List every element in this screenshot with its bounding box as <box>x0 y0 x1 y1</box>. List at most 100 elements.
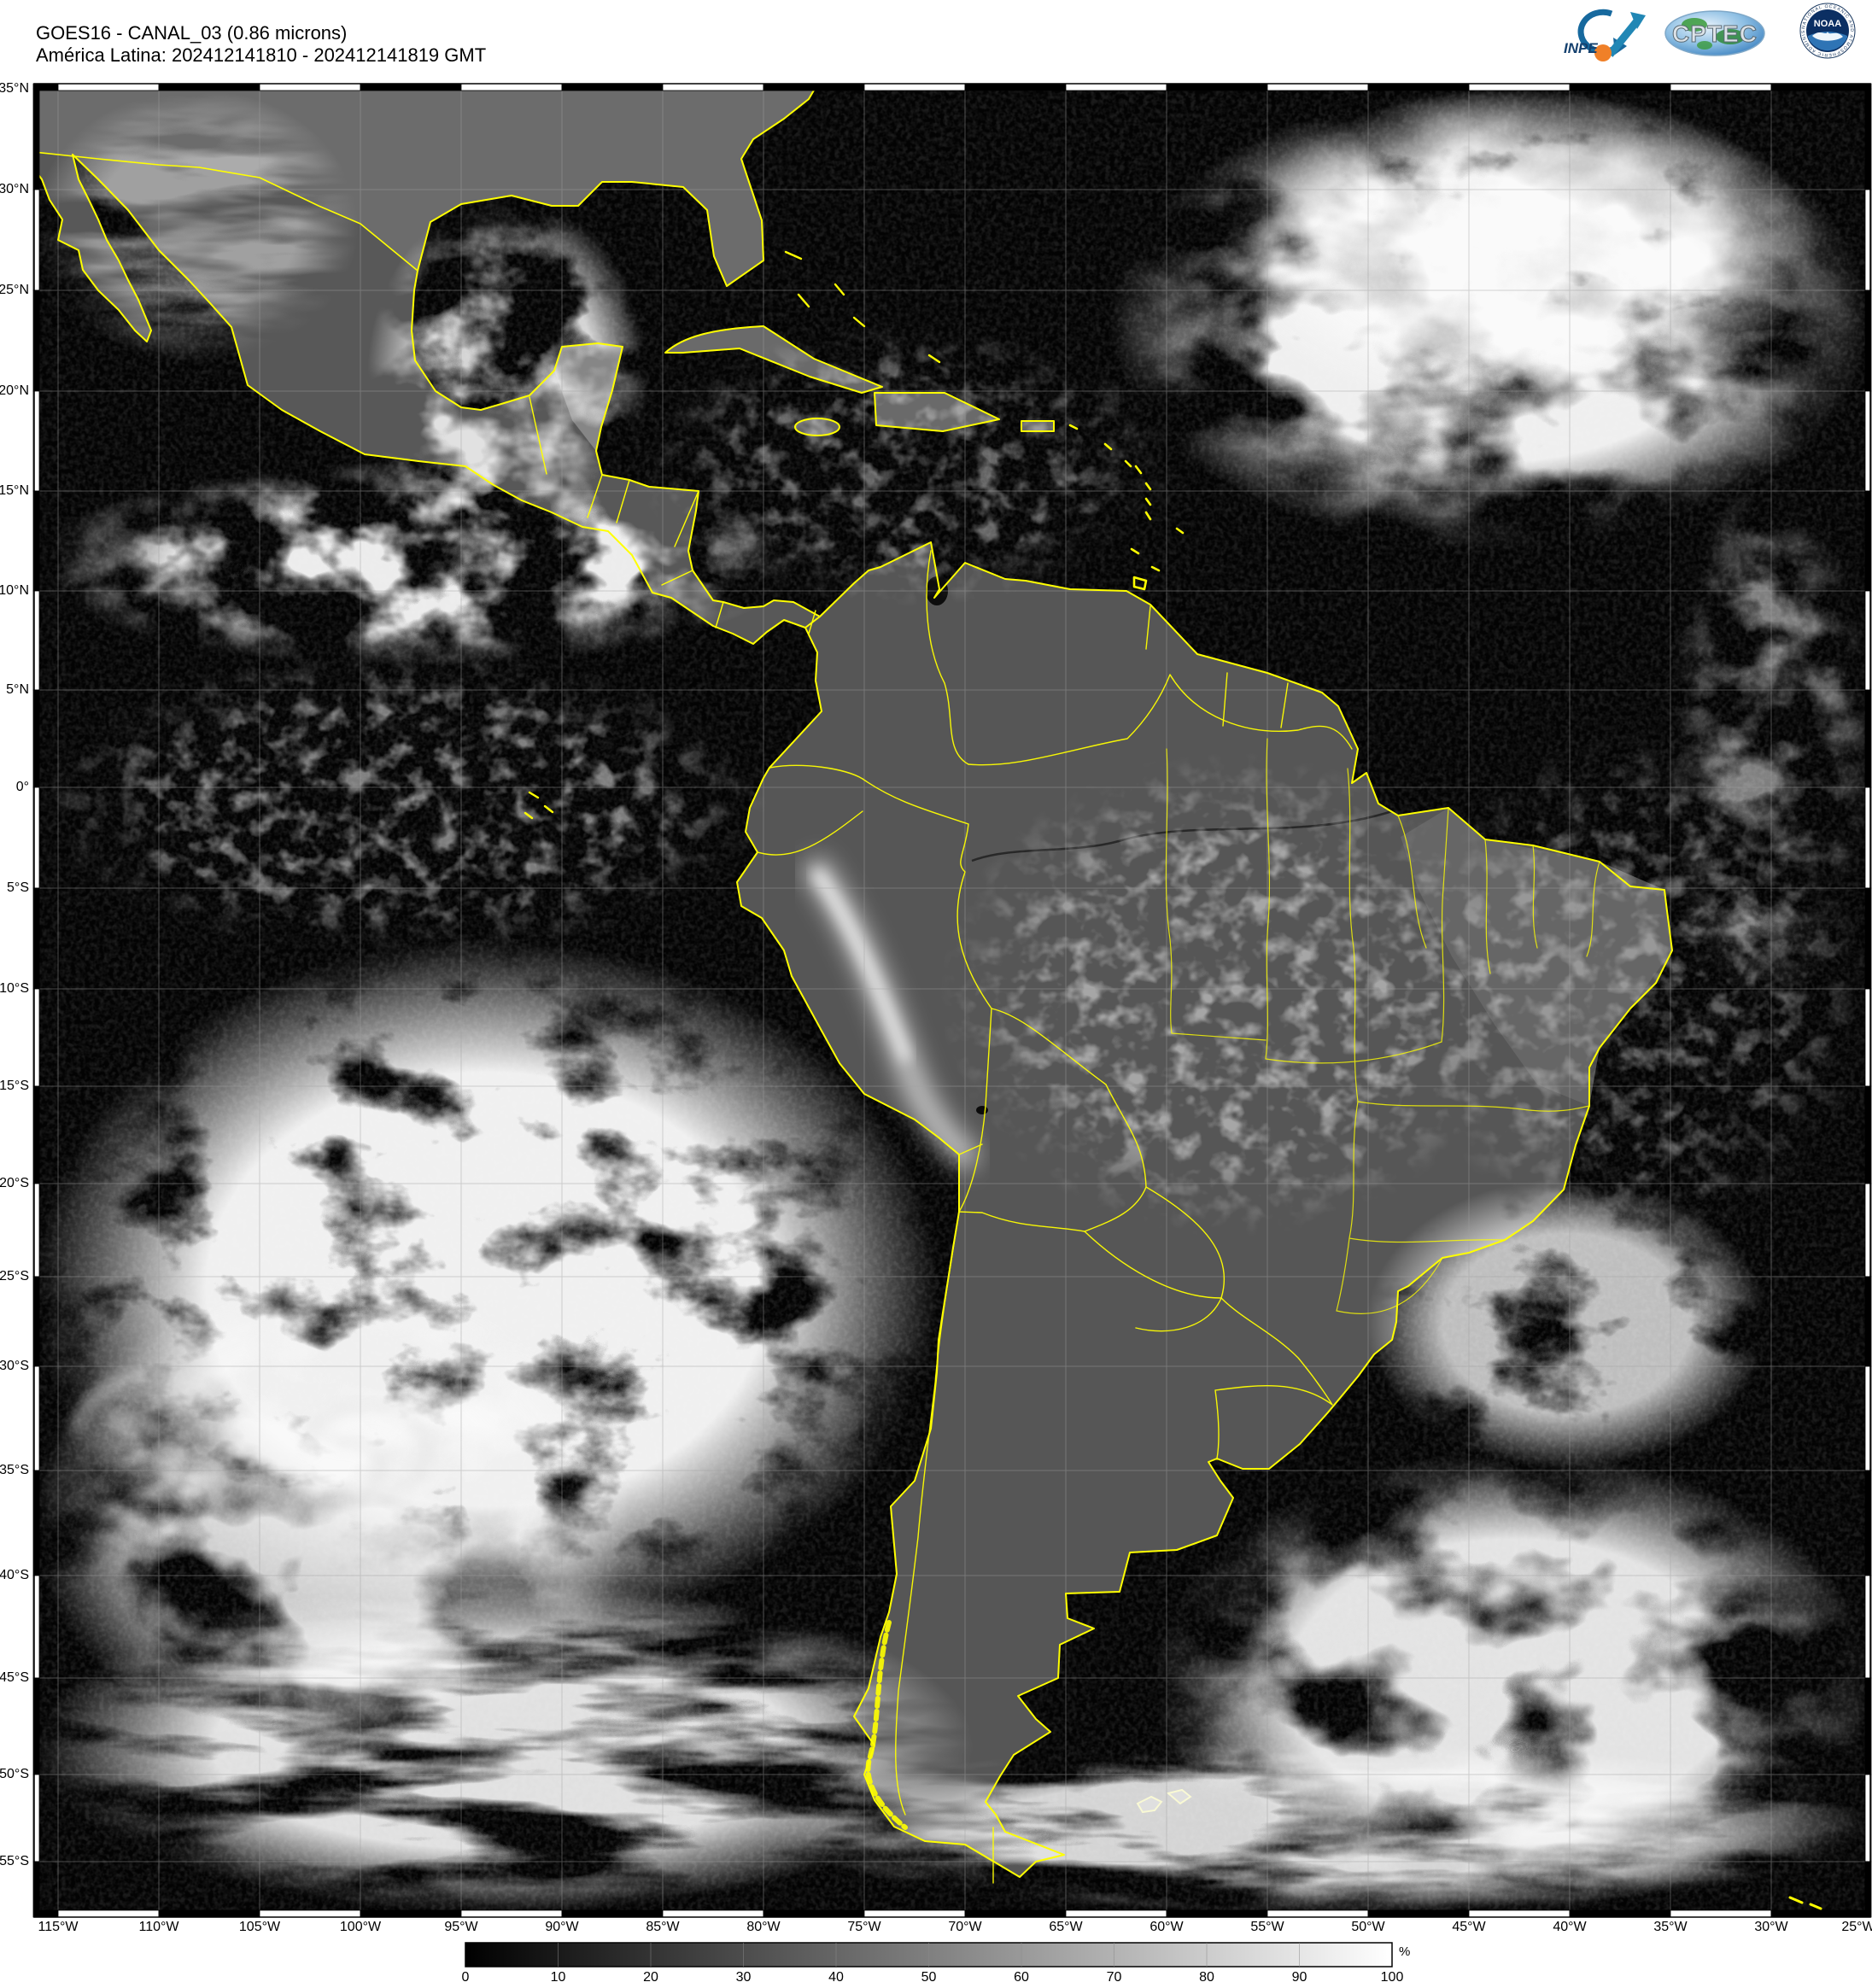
cptec-logo: CPTEC <box>1664 10 1765 56</box>
lon-label: 25°W <box>1841 1920 1872 1934</box>
colorbar-inner-ticks <box>558 1943 1300 1967</box>
cuba-coastline <box>664 325 883 394</box>
frame-segment <box>1065 83 1167 91</box>
page-title: GOES16 - CANAL_03 (0.86 microns) <box>36 22 348 44</box>
frame-segment <box>561 1909 664 1918</box>
lat-label: 30°N <box>0 182 29 196</box>
frame-segment <box>1267 1909 1369 1918</box>
caribbean-speckle <box>632 325 1179 606</box>
lon-label: 90°W <box>545 1920 579 1934</box>
lon-label: 80°W <box>746 1920 781 1934</box>
colorbar-tick-label: 20 <box>643 1970 658 1985</box>
lon-label: 55°W <box>1250 1920 1284 1934</box>
brazil-state-borders <box>1165 738 1600 1314</box>
frame-segment <box>863 1909 966 1918</box>
andes-cloud-core <box>811 868 912 1063</box>
south-america-coastline <box>736 541 1673 1878</box>
south-america-internal-borders <box>757 550 1353 1884</box>
pacific-cyclone-swirl-2 <box>302 1400 431 1503</box>
central-atlantic-speckle <box>1409 726 1866 1255</box>
colorbar-tick-label: 40 <box>828 1970 844 1985</box>
colorbar <box>465 1942 1393 1968</box>
coastlines-and-borders <box>39 91 1822 1910</box>
colorbar-tick-label: 90 <box>1291 1970 1307 1985</box>
baja-california-coastline <box>39 154 152 342</box>
frame-segment <box>763 83 865 91</box>
lat-label: 10°N <box>0 583 29 598</box>
central-america-pacific-coastline <box>72 154 821 645</box>
colorbar-tick-label: 60 <box>1014 1970 1029 1985</box>
cptec-logo-text: CPTEC <box>1672 20 1758 47</box>
lon-label: 40°W <box>1553 1920 1587 1934</box>
frame-segment <box>259 83 361 91</box>
north-atlantic-clouds-2 <box>1221 91 1819 413</box>
lat-label: 15°S <box>0 1079 29 1093</box>
galapagos-islands <box>524 791 554 820</box>
south-atlantic-clouds <box>1153 1452 1866 1910</box>
inpe-up-arrow-icon <box>1606 16 1642 57</box>
lon-label: 70°W <box>948 1920 982 1934</box>
colorbar-tick-label: 70 <box>1106 1970 1122 1985</box>
lat-label: 40°S <box>0 1568 29 1582</box>
frame-segment <box>1367 1909 1470 1918</box>
inpe-logo-text: INPE <box>1564 40 1598 56</box>
chile-fjords-detail <box>865 1620 908 1830</box>
lon-label: 105°W <box>238 1920 281 1934</box>
frame-segment <box>460 1909 563 1918</box>
map-frame-outline <box>33 83 1871 1918</box>
frame-segment <box>460 83 563 91</box>
lon-label: 95°W <box>444 1920 478 1934</box>
colorbar-tick-label: 0 <box>461 1970 470 1985</box>
lon-label: 50°W <box>1351 1920 1385 1934</box>
lon-label: 30°W <box>1754 1920 1788 1934</box>
equatorial-pacific-speckle <box>39 649 769 956</box>
frame-segment <box>1468 83 1571 91</box>
noaa-seagull-icon <box>1812 32 1843 41</box>
frame-segment <box>1770 83 1871 91</box>
lat-label: 20°N <box>0 383 29 398</box>
colorbar-tick-label: 30 <box>735 1970 752 1985</box>
atlantic-cyclone-swirl <box>1314 1608 1487 1739</box>
puerto-rico-coastline <box>1021 420 1055 432</box>
frame-segment <box>1166 83 1268 91</box>
colorbar-tick-label: 100 <box>1380 1970 1404 1985</box>
frame-segment <box>1468 1909 1571 1918</box>
lat-label: 10°S <box>0 981 29 996</box>
frame-segment <box>662 83 764 91</box>
lat-label: 25°S <box>0 1269 29 1283</box>
lat-label: 0° <box>15 780 29 794</box>
lat-label: 25°N <box>0 283 29 297</box>
pacific-cyclone-swirl-1 <box>72 1371 236 1501</box>
colorbar-tick-label: 50 <box>921 1970 937 1985</box>
lon-label: 75°W <box>847 1920 881 1934</box>
frame-segment <box>662 1909 764 1918</box>
frame-segment <box>57 83 160 91</box>
us-mexico-border <box>39 151 418 272</box>
lon-label: 110°W <box>138 1920 179 1934</box>
frame-segment <box>1569 1909 1671 1918</box>
frame-segment <box>1166 1909 1268 1918</box>
frame-segment <box>259 1909 361 1918</box>
frame-segment <box>1670 1909 1772 1918</box>
hispaniola-coastline <box>874 392 1000 432</box>
frame-segment <box>1267 83 1369 91</box>
map-body <box>32 83 1872 1918</box>
ne-pacific-streaks <box>39 91 359 362</box>
central-america-borders <box>587 474 816 634</box>
lon-label: 85°W <box>646 1920 680 1934</box>
lon-label: 100°W <box>339 1920 382 1934</box>
frame-segment <box>158 83 260 91</box>
frame-segment <box>964 1909 1067 1918</box>
frame-segment <box>1670 83 1772 91</box>
cptec-land2-icon <box>1716 29 1745 44</box>
frame-segment <box>763 1909 865 1918</box>
lon-label: 35°W <box>1653 1920 1688 1934</box>
lat-label: 30°S <box>0 1359 29 1373</box>
lat-label: 20°S <box>0 1176 29 1190</box>
lon-label: 65°W <box>1049 1920 1083 1934</box>
lat-label: 50°S <box>0 1767 29 1781</box>
frame-segment <box>964 83 1067 91</box>
noaa-logo-text: NOAA <box>1814 19 1841 29</box>
colorbar-tick-label: 10 <box>550 1970 566 1985</box>
